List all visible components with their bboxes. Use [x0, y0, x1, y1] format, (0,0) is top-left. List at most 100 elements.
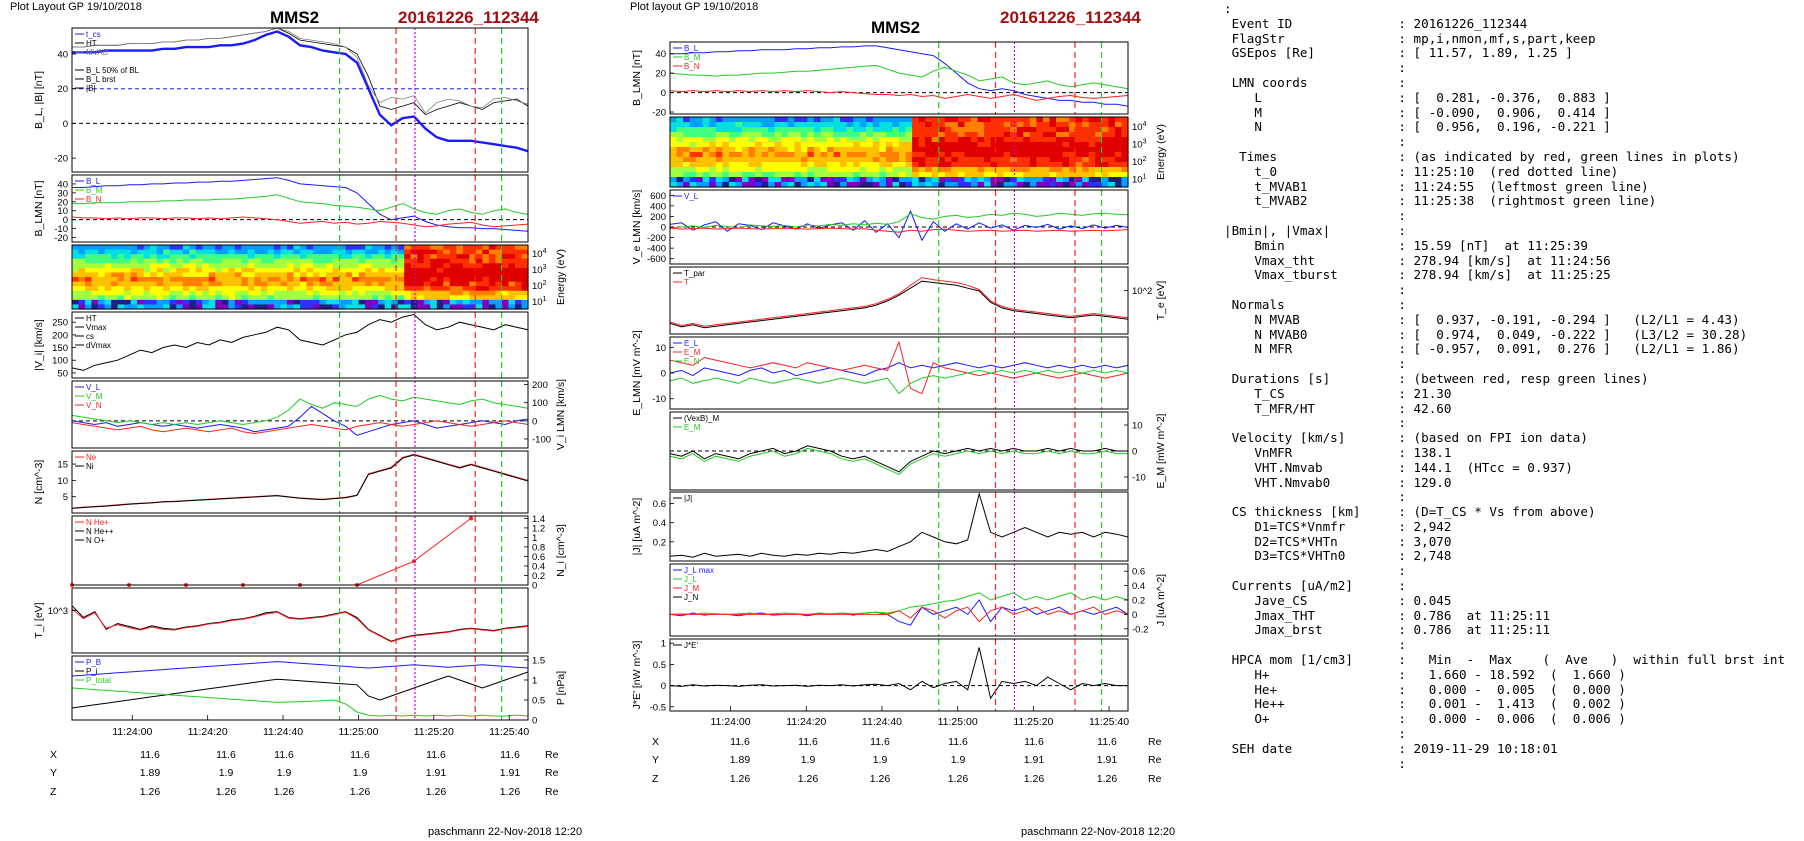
ephemeris-value: 11.6 [870, 736, 890, 748]
spectrogram-cell [456, 263, 464, 269]
ephemeris-value: 1.9 [353, 767, 368, 779]
spectrogram-cell [436, 263, 444, 269]
spectrogram-cell [267, 290, 275, 296]
spectrogram-cell [984, 127, 992, 133]
y-axis-label: N_i [cm^-3] [555, 524, 567, 577]
spectrogram-cell [997, 132, 1005, 138]
spectrogram-cell [286, 286, 295, 292]
spectrogram-cell [163, 245, 171, 251]
ephemeris-value: 1.9 [873, 754, 888, 766]
spectrogram-cell [163, 281, 171, 287]
info-line: : [1224, 489, 1406, 505]
spectrogram-cell [1023, 157, 1031, 163]
y-tick-label: 0.4 [532, 561, 545, 572]
spectrogram-cell [984, 137, 992, 143]
spectrogram-cell [430, 295, 438, 301]
spectrogram-cell [689, 117, 697, 123]
spectrogram-cell [150, 245, 158, 251]
spectrogram-cell [872, 177, 880, 183]
spectrogram-cell [241, 299, 249, 306]
spectrogram-cell [521, 277, 529, 283]
spectrogram-cell [1042, 132, 1051, 138]
spectrogram-cell [957, 177, 966, 183]
spectrogram-cell [748, 117, 756, 123]
spectrogram-cell [1042, 157, 1051, 163]
spectrogram-cell [195, 304, 203, 310]
info-line: LMN coords : [1224, 74, 1406, 90]
spectrogram-cell [514, 277, 523, 283]
spectrogram-cell [957, 157, 966, 163]
spectrogram-cell [462, 277, 470, 283]
spectrogram-cell [430, 304, 438, 310]
spectrogram-cell [326, 254, 334, 260]
spectrogram-cell [371, 286, 379, 292]
spectrogram-cell [371, 277, 379, 283]
spectrogram-cell [117, 245, 125, 251]
spectrogram-cell [306, 299, 314, 306]
spectrogram-cell [202, 281, 210, 287]
spectrogram-cell [352, 267, 360, 274]
spectrogram-cell [827, 137, 835, 143]
spectrogram-cell [384, 295, 392, 301]
spectrogram-cell [1114, 162, 1123, 168]
spectrogram-cell [436, 258, 444, 264]
spectrogram-cell [234, 277, 242, 283]
spectrogram-cell [286, 272, 295, 278]
spectrogram-cell [169, 304, 177, 310]
info-line: L : [ 0.281, -0.376, 0.883 ] [1224, 89, 1611, 105]
spectrogram-cell [1023, 127, 1031, 133]
spectrogram-cell [1056, 157, 1064, 163]
spectrogram-cell [352, 249, 360, 255]
spectrogram-cell [495, 267, 503, 274]
spectrogram-cell [280, 299, 288, 306]
spectrogram-cell [702, 142, 710, 148]
spectrogram-cell [1003, 127, 1011, 133]
spectrogram-cell [977, 162, 985, 168]
legend-label: E_N [684, 357, 700, 366]
spectrogram-cell [234, 304, 242, 310]
spectrogram-cell [1108, 157, 1116, 163]
y-tick-label: 103 [1132, 138, 1147, 150]
spectrogram-cell [150, 254, 158, 260]
spectrogram-cell [273, 290, 282, 296]
spectrogram-cell [885, 137, 894, 143]
spectrogram-cell [208, 295, 216, 301]
spectrogram-cell [840, 162, 848, 168]
spectrogram-cell [436, 295, 444, 301]
spectrogram-cell [931, 147, 939, 153]
spectrogram-cell [925, 177, 933, 183]
spectrogram-cell [944, 157, 952, 163]
spectrogram-cell [905, 117, 913, 123]
y-tick-label: 0.5 [532, 696, 545, 707]
spectrogram-cell [957, 172, 966, 178]
spectrogram-cell [78, 254, 86, 260]
ephemeris-unit: Re [545, 767, 559, 779]
spectrogram-cell [404, 267, 412, 274]
spectrogram-cell [319, 304, 327, 310]
spectrogram-cell [912, 162, 920, 168]
spectrogram-cell [72, 286, 80, 292]
spectrogram-cell [78, 245, 86, 251]
spectrogram-cell [293, 281, 301, 287]
spectrogram-cell [300, 304, 308, 310]
spectrogram-cell [702, 167, 710, 173]
panel-frame [669, 189, 1129, 265]
y-tick-label: 250 [52, 318, 68, 329]
spectrogram-cell [1003, 177, 1011, 183]
spectrogram-cell [228, 277, 236, 283]
spectrogram-cell [488, 281, 497, 287]
spectrogram-cell [156, 277, 164, 283]
spectrogram-cell [905, 162, 913, 168]
spectrogram-cell [182, 245, 190, 251]
spectrogram-cell [443, 281, 451, 287]
spectrogram-cell [761, 147, 769, 153]
spectrogram-cell [501, 272, 510, 278]
spectrogram-cell [715, 177, 723, 183]
spectrogram-cell [689, 147, 697, 153]
spectrogram-cell [104, 254, 112, 260]
spectrogram-cell [990, 117, 998, 123]
ephemeris-value: 1.26 [216, 786, 237, 798]
spectrogram-cell [990, 172, 998, 178]
spectrogram-cell [1010, 147, 1018, 153]
